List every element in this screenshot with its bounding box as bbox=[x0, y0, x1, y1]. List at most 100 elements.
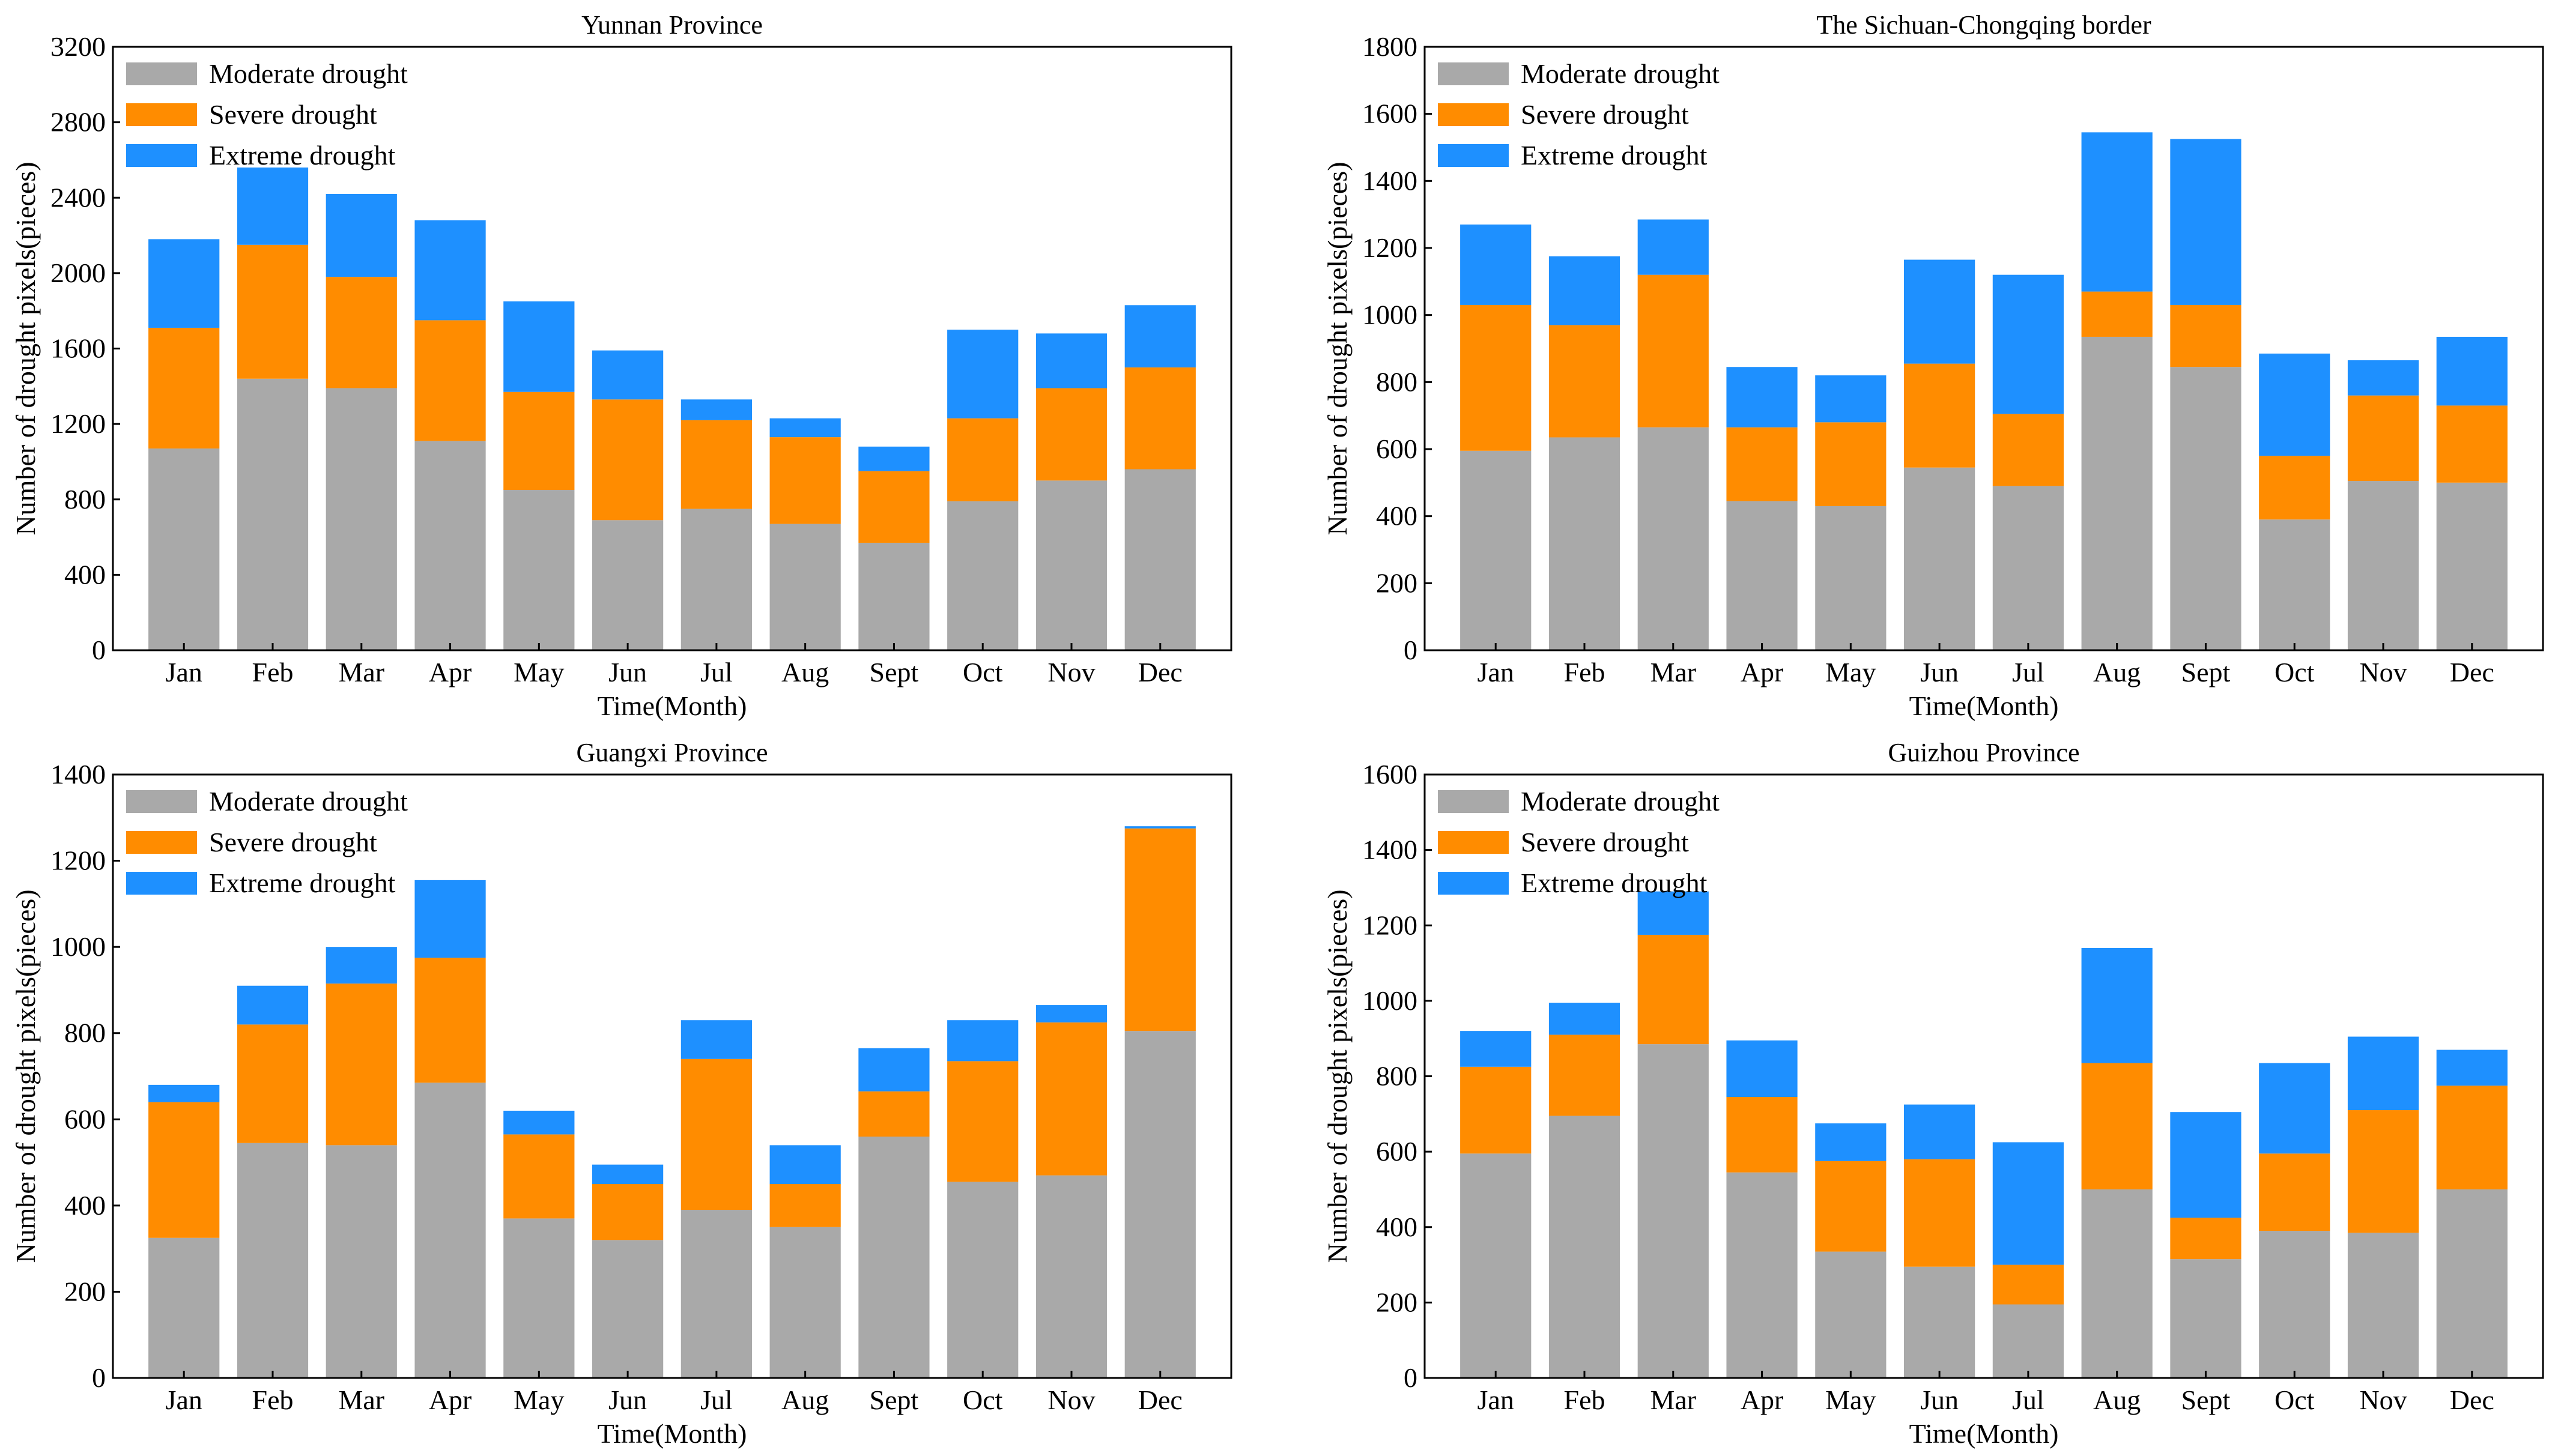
bar-moderate-aug bbox=[2081, 1189, 2153, 1378]
bar-severe-may bbox=[503, 1134, 575, 1219]
y-tick-label: 400 bbox=[64, 1190, 106, 1221]
bar-extreme-jan bbox=[148, 1084, 220, 1102]
bar-severe-aug bbox=[769, 437, 841, 524]
x-tick-label-dec: Dec bbox=[1138, 1385, 1183, 1415]
x-tick-label-feb: Feb bbox=[252, 657, 294, 687]
bar-moderate-dec bbox=[1124, 1031, 1196, 1378]
x-tick-label-nov: Nov bbox=[1047, 657, 1095, 687]
y-tick-label: 600 bbox=[1376, 1136, 1417, 1167]
x-tick-label-feb: Feb bbox=[252, 1385, 294, 1415]
legend-label-moderate: Moderate drought bbox=[209, 58, 408, 89]
bar-moderate-sept bbox=[858, 542, 930, 650]
y-tick-label: 2800 bbox=[50, 107, 106, 137]
bar-extreme-sept bbox=[858, 446, 930, 471]
bar-moderate-feb bbox=[237, 1143, 309, 1378]
bar-severe-mar bbox=[326, 277, 397, 388]
chart-panel-2: The Sichuan-Chongqing border 0 200 400 600 80… bbox=[1322, 10, 2544, 721]
y-tick-label: 200 bbox=[1376, 1287, 1417, 1317]
y-tick-label: 1200 bbox=[50, 408, 106, 439]
legend-label-moderate: Moderate drought bbox=[1521, 58, 1720, 89]
legend-label-extreme: Extreme drought bbox=[209, 140, 396, 171]
bar-extreme-dec bbox=[1124, 305, 1196, 367]
bar-severe-may bbox=[1815, 422, 1887, 506]
bar-moderate-nov bbox=[1035, 480, 1108, 650]
bar-severe-sept bbox=[858, 471, 930, 543]
x-tick-label-apr: Apr bbox=[429, 657, 472, 687]
x-tick-label-dec: Dec bbox=[1138, 657, 1183, 687]
y-tick-label: 400 bbox=[1376, 501, 1417, 531]
bar-severe-sept bbox=[858, 1091, 930, 1137]
bar-severe-feb bbox=[1548, 325, 1620, 438]
legend-swatch-severe bbox=[126, 103, 197, 126]
bar-extreme-oct bbox=[2259, 1063, 2330, 1154]
bar-extreme-oct bbox=[947, 1020, 1019, 1062]
legend-label-severe: Severe drought bbox=[209, 99, 377, 130]
bar-severe-sept bbox=[2170, 1218, 2241, 1260]
x-tick-label-aug: Aug bbox=[781, 657, 829, 687]
bar-extreme-aug bbox=[2081, 132, 2153, 292]
x-tick-label-nov: Nov bbox=[1047, 1385, 1095, 1415]
x-tick-label-sept: Sept bbox=[2181, 1385, 2231, 1415]
bar-extreme-may bbox=[1815, 375, 1887, 423]
legend: Moderate drought Severe drought Extreme dr… bbox=[1438, 786, 1720, 898]
legend-swatch-extreme bbox=[126, 144, 197, 167]
bar-severe-jul bbox=[680, 1059, 752, 1210]
y-tick-label: 600 bbox=[1376, 433, 1417, 464]
x-tick-label-jun: Jun bbox=[608, 1385, 647, 1415]
bar-severe-dec bbox=[2436, 405, 2508, 483]
x-tick-label-jun: Jun bbox=[1920, 1385, 1959, 1415]
x-tick-label-may: May bbox=[1825, 657, 1876, 687]
x-tick-label-mar: Mar bbox=[338, 1385, 384, 1415]
bar-extreme-mar bbox=[326, 193, 397, 277]
bar-moderate-jan bbox=[148, 1237, 220, 1378]
bar-extreme-apr bbox=[1726, 367, 1798, 427]
x-tick-label-jun: Jun bbox=[1920, 657, 1959, 687]
bar-severe-jun bbox=[1904, 363, 1975, 468]
bar-moderate-jan bbox=[1460, 1153, 1532, 1378]
x-tick-label-feb: Feb bbox=[1564, 1385, 1605, 1415]
bar-severe-oct bbox=[2259, 1153, 2330, 1231]
bar-moderate-feb bbox=[1548, 437, 1620, 650]
bar-moderate-apr bbox=[1726, 501, 1798, 650]
bar-moderate-aug bbox=[769, 1227, 841, 1378]
chart-title: Yunnan Province bbox=[581, 10, 763, 40]
bar-extreme-mar bbox=[326, 947, 397, 984]
bar-moderate-sept bbox=[2170, 367, 2241, 650]
x-tick-label-jul: Jul bbox=[2012, 1385, 2044, 1415]
y-tick-label: 1400 bbox=[1362, 835, 1417, 865]
x-tick-label-sept: Sept bbox=[2181, 657, 2231, 687]
bar-moderate-aug bbox=[2081, 336, 2153, 650]
bar-severe-dec bbox=[1124, 828, 1196, 1032]
legend-label-extreme: Extreme drought bbox=[209, 868, 396, 898]
legend-swatch-severe bbox=[1438, 103, 1509, 126]
bar-moderate-jun bbox=[1904, 467, 1975, 650]
y-axis-label: Number of drought pixels(pieces) bbox=[1322, 889, 1353, 1263]
legend-label-moderate: Moderate drought bbox=[1521, 786, 1720, 817]
bar-moderate-mar bbox=[326, 1145, 397, 1378]
x-axis-label: Time(Month) bbox=[1909, 1418, 2059, 1449]
chart-panel-1: Yunnan Province 0 400 800 1200 1600 2000 2400 28… bbox=[10, 10, 1232, 721]
y-tick-label: 200 bbox=[1376, 567, 1417, 598]
x-tick-label-may: May bbox=[514, 657, 564, 687]
bar-extreme-jun bbox=[1904, 1104, 1975, 1159]
bar-moderate-feb bbox=[237, 378, 309, 650]
y-tick-label: 1600 bbox=[1362, 98, 1417, 129]
legend-label-extreme: Extreme drought bbox=[1521, 868, 1708, 898]
bar-severe-apr bbox=[1726, 1097, 1798, 1173]
legend-label-severe: Severe drought bbox=[1521, 99, 1689, 130]
bar-severe-may bbox=[503, 391, 575, 491]
bar-moderate-may bbox=[503, 490, 575, 650]
legend-swatch-severe bbox=[1438, 831, 1509, 854]
bar-moderate-jun bbox=[592, 520, 664, 650]
y-tick-label: 200 bbox=[64, 1276, 106, 1306]
legend: Moderate drought Severe drought Extreme dr… bbox=[126, 58, 408, 171]
x-tick-label-nov: Nov bbox=[2359, 1385, 2407, 1415]
bar-moderate-sept bbox=[2170, 1259, 2241, 1378]
bar-severe-nov bbox=[2347, 1110, 2419, 1233]
bar-extreme-may bbox=[1815, 1123, 1887, 1161]
bar-severe-jul bbox=[1992, 1264, 2064, 1305]
bar-extreme-jun bbox=[1904, 259, 1975, 364]
y-tick-label: 0 bbox=[1404, 1362, 1417, 1393]
x-axis-label: Time(Month) bbox=[598, 1418, 747, 1449]
y-tick-label: 2400 bbox=[50, 182, 106, 213]
